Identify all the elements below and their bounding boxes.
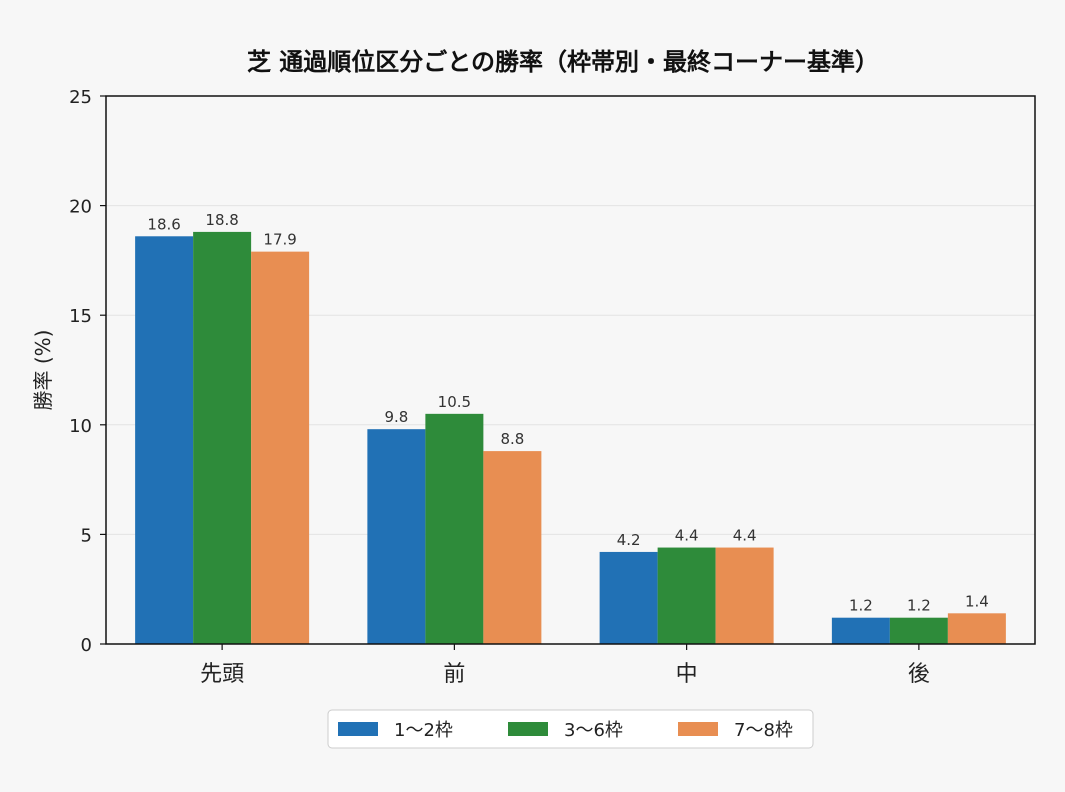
x-axis: 先頭 前 中 後 (200, 644, 930, 687)
legend-swatch (678, 722, 718, 736)
y-axis: 0 5 10 15 20 25 (69, 87, 106, 656)
y-axis-label: 勝率 (%) (31, 330, 55, 411)
y-tick-label: 10 (69, 416, 92, 437)
bar (889, 617, 948, 644)
bar (483, 451, 542, 644)
y-tick-label: 0 (81, 635, 92, 656)
y-tick-label: 25 (69, 87, 92, 108)
bar-value-label: 4.4 (733, 527, 757, 545)
bar (599, 551, 658, 644)
x-tick-label: 先頭 (200, 662, 244, 687)
legend-swatch (508, 722, 548, 736)
data-labels: 18.6 18.8 17.9 9.8 10.5 8.8 4.2 4.4 4.4 1.2 1.2 1.4 (147, 211, 988, 615)
bar (135, 236, 194, 644)
bar-value-label: 1.2 (907, 597, 931, 615)
bar (193, 231, 252, 645)
bar-value-label: 17.9 (263, 231, 296, 249)
bar (367, 429, 426, 644)
chart-title: 芝 通過順位区分ごとの勝率（枠帯別・最終コーナー基準） (247, 48, 879, 76)
legend-label: 7〜8枠 (734, 720, 793, 741)
bar-value-label: 1.4 (965, 592, 989, 610)
x-tick-label: 中 (676, 662, 698, 687)
legend-box (327, 709, 814, 749)
y-tick-label: 15 (69, 306, 92, 327)
bar (425, 413, 484, 644)
legend-swatch (338, 722, 378, 736)
bar-value-label: 1.2 (849, 597, 873, 615)
y-tick-label: 20 (69, 197, 92, 218)
bar (657, 547, 716, 644)
bars (135, 231, 1006, 645)
y-tick-label: 5 (81, 525, 92, 546)
bar (715, 547, 774, 644)
legend: 1〜2枠 3〜6枠 7〜8枠 (327, 709, 814, 749)
bar (831, 617, 890, 644)
x-tick-label: 前 (443, 662, 465, 687)
bar (947, 613, 1006, 644)
bar-value-label: 18.6 (147, 215, 180, 233)
x-tick-label: 後 (908, 662, 930, 687)
legend-label: 3〜6枠 (564, 720, 623, 741)
bar (251, 251, 310, 644)
bar-value-label: 4.4 (675, 527, 699, 545)
bar-value-label: 8.8 (500, 430, 524, 448)
bar-value-label: 10.5 (438, 393, 471, 411)
plot-frame (105, 95, 1036, 645)
bar-value-label: 18.8 (205, 211, 238, 229)
legend-label: 1〜2枠 (394, 720, 453, 741)
bar-value-label: 4.2 (617, 531, 641, 549)
bar-value-label: 9.8 (384, 408, 408, 426)
